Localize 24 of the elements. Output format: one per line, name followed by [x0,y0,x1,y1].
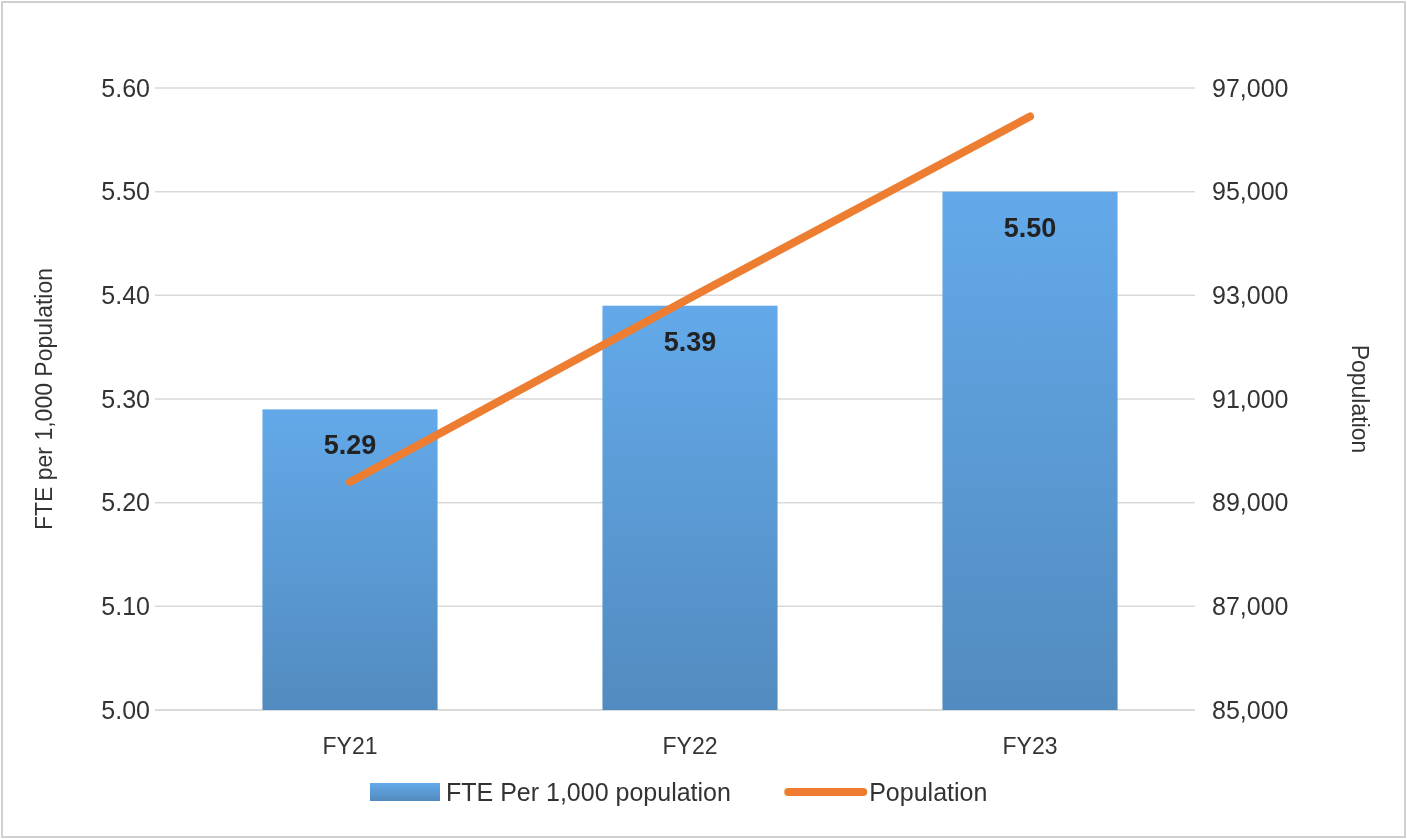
legend-label: FTE Per 1,000 population [446,777,731,806]
y2-tick-label: 91,000 [1212,384,1289,413]
y2-tick-label: 97,000 [1212,73,1289,102]
data-label: 5.50 [1003,212,1057,243]
legend-label: Population [869,777,988,806]
y-tick-label: 5.10 [101,592,150,621]
data-label: 5.39 [663,326,717,357]
y2-tick-label: 93,000 [1212,281,1289,310]
y-tick-label: 5.20 [101,488,150,517]
x-tick-label: FY22 [662,733,718,759]
x-tick-label: FY23 [1002,733,1058,759]
y-tick-label: 5.60 [101,73,150,102]
y-axis-title: FTE per 1,000 Population [31,267,57,531]
y2-tick-label: 89,000 [1212,488,1289,517]
data-label: 5.29 [323,430,377,461]
y2-tick-label: 95,000 [1212,177,1289,206]
y2-axis-title: Population [1347,344,1373,454]
y-tick-label: 5.50 [101,177,150,206]
y-tick-label: 5.30 [101,384,150,413]
x-tick-label: FY21 [322,733,378,759]
y2-tick-label: 85,000 [1212,695,1289,724]
y-tick-label: 5.40 [101,281,150,310]
y2-tick-label: 87,000 [1212,592,1289,621]
y-tick-label: 5.00 [101,695,150,724]
